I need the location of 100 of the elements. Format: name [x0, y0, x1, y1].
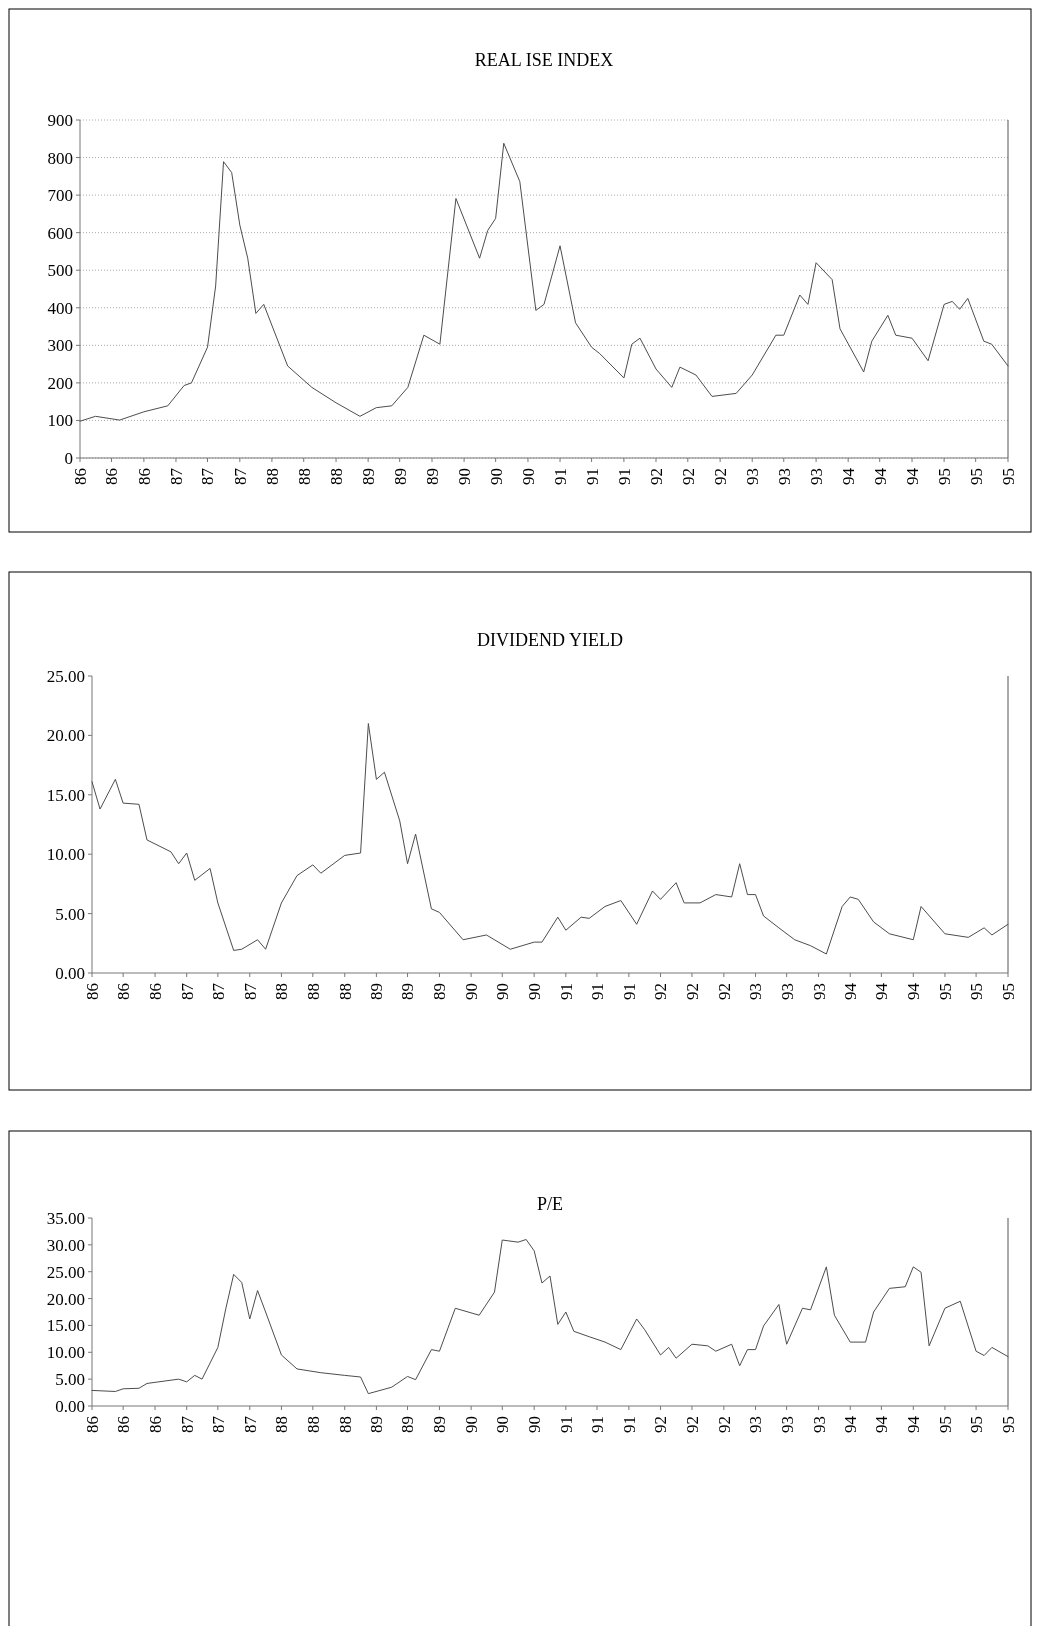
y-tick-label: 500: [47, 261, 73, 281]
x-tick-label: 87: [166, 467, 186, 485]
x-tick-label: 93: [809, 1416, 829, 1433]
x-tick-label: 92: [678, 468, 698, 485]
x-tick-label: 89: [430, 1416, 450, 1433]
x-tick-label: 93: [777, 983, 797, 1000]
x-tick-label: 90: [486, 468, 506, 485]
x-tick-label: 94: [904, 1415, 924, 1433]
x-tick-label: 86: [70, 468, 90, 485]
x-tick-label: 86: [146, 1416, 166, 1433]
y-tick-label: 15.00: [46, 1316, 85, 1336]
x-tick-label: 94: [841, 1415, 861, 1433]
y-tick-label: 300: [47, 336, 73, 356]
x-tick-label: 86: [114, 983, 134, 1000]
y-tick-label: 20.00: [46, 726, 85, 746]
x-tick-label: 93: [743, 468, 763, 485]
x-tick-label: 89: [359, 468, 379, 485]
x-tick-label: 87: [240, 1415, 260, 1433]
x-tick-label: 92: [714, 1416, 734, 1433]
x-tick-label: 89: [390, 468, 410, 485]
x-tick-label: 90: [462, 983, 482, 1000]
x-tick-label: 88: [303, 1416, 323, 1433]
x-tick-label: 92: [682, 983, 702, 1000]
y-tick-label: 0: [64, 448, 73, 468]
y-tick-label: 700: [47, 186, 73, 206]
x-tick-label: 94: [870, 467, 890, 485]
x-tick-label: 91: [619, 1416, 639, 1433]
x-tick-label: 90: [525, 1416, 545, 1433]
x-tick-label: 94: [841, 982, 861, 1000]
chart-title: P/E: [536, 1194, 564, 1214]
x-tick-label: 92: [651, 1416, 671, 1433]
x-tick-label: 94: [904, 982, 924, 1000]
y-tick-label: 0.00: [55, 1396, 85, 1416]
x-tick-label: 93: [809, 983, 829, 1000]
x-tick-label: 87: [230, 467, 250, 485]
y-tick-label: 5.00: [55, 904, 85, 924]
x-tick-label: 91: [587, 983, 607, 1000]
x-tick-label: 87: [177, 982, 197, 1000]
x-tick-label: 86: [134, 468, 154, 485]
x-tick-label: 90: [525, 983, 545, 1000]
x-tick-label: 90: [455, 468, 475, 485]
x-tick-label: 93: [807, 468, 827, 485]
x-tick-label: 88: [335, 1416, 355, 1433]
x-tick-label: 86: [146, 983, 166, 1000]
y-tick-label: 100: [47, 411, 73, 431]
x-tick-label: 92: [682, 1416, 702, 1433]
x-tick-label: 93: [777, 1416, 797, 1433]
x-tick-label: 95: [998, 1416, 1018, 1433]
x-tick-label: 89: [422, 468, 442, 485]
x-tick-label: 87: [208, 1415, 228, 1433]
x-tick-label: 90: [518, 468, 538, 485]
x-tick-label: 95: [935, 1416, 955, 1433]
x-tick-label: 91: [556, 1416, 576, 1433]
x-tick-label: 95: [966, 468, 986, 485]
x-tick-label: 88: [272, 1416, 292, 1433]
y-tick-label: 20.00: [46, 1289, 85, 1309]
y-tick-label: 800: [47, 148, 73, 168]
y-tick-label: 10.00: [46, 845, 85, 865]
x-tick-label: 89: [398, 1416, 418, 1433]
x-tick-label: 86: [114, 1416, 134, 1433]
x-tick-label: 92: [651, 983, 671, 1000]
x-tick-label: 93: [746, 1416, 766, 1433]
x-tick-label: 95: [935, 468, 955, 485]
x-tick-label: 95: [967, 1416, 987, 1433]
x-tick-label: 88: [294, 468, 314, 485]
x-tick-label: 92: [646, 468, 666, 485]
x-tick-label: 87: [208, 982, 228, 1000]
x-tick-label: 92: [714, 983, 734, 1000]
y-tick-label: 5.00: [55, 1370, 85, 1390]
x-tick-label: 90: [493, 983, 513, 1000]
x-tick-label: 88: [327, 468, 346, 485]
x-tick-label: 89: [430, 983, 450, 1000]
x-tick-label: 91: [556, 983, 576, 1000]
x-tick-label: 88: [262, 468, 282, 485]
x-tick-label: 95: [967, 983, 987, 1000]
x-tick-label: 87: [198, 467, 218, 485]
y-tick-label: 600: [47, 223, 73, 243]
y-tick-label: 200: [47, 373, 73, 393]
x-tick-label: 91: [550, 468, 570, 485]
x-tick-label: 93: [746, 983, 766, 1000]
y-tick-label: 0.00: [55, 963, 85, 983]
x-tick-label: 90: [493, 1416, 513, 1433]
x-tick-label: 95: [935, 983, 955, 1000]
x-tick-label: 95: [998, 983, 1018, 1000]
y-tick-label: 900: [47, 110, 73, 130]
x-tick-label: 91: [587, 1416, 607, 1433]
x-tick-label: 88: [272, 983, 292, 1000]
y-tick-label: 15.00: [46, 785, 85, 805]
x-tick-label: 89: [367, 1416, 387, 1433]
y-tick-label: 25.00: [46, 666, 85, 686]
chart-title: DIVIDEND YIELD: [477, 630, 623, 650]
x-tick-label: 94: [903, 467, 922, 485]
x-tick-label: 88: [335, 983, 355, 1000]
x-tick-label: 87: [177, 1415, 197, 1433]
x-tick-label: 86: [82, 983, 102, 1000]
y-tick-label: 30.00: [46, 1235, 85, 1255]
y-tick-label: 25.00: [46, 1262, 85, 1282]
x-tick-label: 91: [582, 468, 602, 485]
x-tick-label: 94: [872, 1415, 892, 1433]
x-tick-label: 95: [998, 468, 1018, 485]
